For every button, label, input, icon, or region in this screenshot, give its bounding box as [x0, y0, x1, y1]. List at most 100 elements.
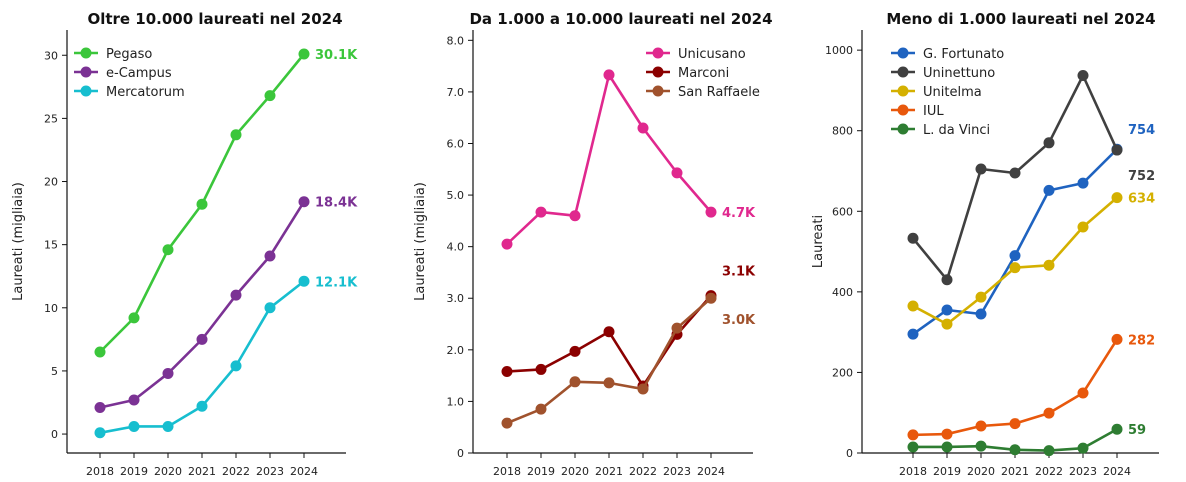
data-point: [94, 427, 106, 439]
data-point: [298, 196, 310, 208]
data-point: [1111, 144, 1123, 156]
data-point: [128, 394, 140, 406]
x-tick-label: 2020: [154, 465, 182, 478]
x-tick-label: 2019: [527, 465, 555, 478]
legend-label: Pegaso: [106, 47, 152, 62]
data-point: [230, 129, 242, 141]
y-tick-label: 20: [44, 176, 58, 189]
end-value-label: 59: [1128, 423, 1146, 438]
data-point: [264, 302, 276, 314]
end-value-label: 30.1K: [315, 48, 358, 63]
data-point: [501, 238, 513, 250]
legend-entry: Unitelma: [891, 85, 982, 100]
data-point: [705, 292, 717, 304]
data-point: [1111, 192, 1123, 204]
series-marconi: 3.1K: [501, 265, 756, 392]
data-point: [128, 420, 140, 432]
legend-entry: Uninettuno: [891, 66, 995, 81]
data-point: [1043, 184, 1055, 196]
end-value-label: 3.1K: [722, 265, 756, 280]
end-value-label: 752: [1128, 169, 1155, 184]
legend-entry: e-Campus: [74, 66, 172, 81]
series-e-campus: 18.4K: [94, 196, 358, 414]
data-point: [535, 206, 547, 218]
chart-title: Da 1.000 a 10.000 laureati nel 2024: [469, 10, 772, 28]
data-point: [264, 90, 276, 102]
data-point: [1043, 137, 1055, 149]
data-point: [162, 244, 174, 256]
y-tick-label: 30: [44, 49, 58, 62]
data-point: [975, 163, 987, 175]
legend-entry: Mercatorum: [74, 85, 185, 100]
data-point: [162, 367, 174, 379]
data-point: [637, 383, 649, 395]
series-uninettuno: 752: [907, 70, 1155, 286]
data-point: [230, 360, 242, 372]
data-point: [907, 300, 919, 312]
data-point: [941, 274, 953, 286]
data-point: [603, 69, 615, 81]
data-point: [941, 318, 953, 330]
x-tick-label: 2024: [290, 465, 318, 478]
x-tick-label: 2023: [256, 465, 284, 478]
x-tick-label: 2021: [1001, 465, 1029, 478]
series-line: [506, 297, 712, 425]
data-point: [1077, 387, 1089, 399]
data-point: [1111, 423, 1123, 435]
legend-marker: [652, 85, 664, 97]
legend-label: e-Campus: [106, 66, 172, 81]
end-value-label: 4.7K: [722, 206, 756, 221]
data-point: [907, 328, 919, 340]
data-point: [298, 48, 310, 60]
legend-label: Uninettuno: [923, 66, 995, 81]
y-axis-label: Laureati (migliaia): [11, 182, 26, 301]
legend-marker: [897, 66, 909, 78]
data-point: [671, 322, 683, 334]
x-tick-label: 2023: [663, 465, 691, 478]
y-tick-label: 3.0: [447, 292, 465, 305]
data-point: [128, 312, 140, 324]
y-tick-label: 2.0: [447, 344, 465, 357]
data-point: [941, 441, 953, 453]
legend-entry: Unicusano: [646, 47, 746, 62]
legend-marker: [897, 47, 909, 59]
legend-entry: G. Fortunato: [891, 47, 1004, 62]
series-mercatorum: 12.1K: [94, 275, 358, 439]
y-tick-label: 25: [44, 112, 58, 125]
legend-marker: [652, 47, 664, 59]
x-tick-label: 2022: [629, 465, 657, 478]
x-tick-label: 2021: [595, 465, 623, 478]
y-tick-label: 7.0: [447, 86, 465, 99]
y-tick-label: 800: [832, 125, 853, 138]
chart-title: Oltre 10.000 laureati nel 2024: [87, 10, 342, 28]
data-point: [535, 363, 547, 375]
legend-marker: [80, 66, 92, 78]
legend-entry: San Raffaele: [646, 85, 760, 100]
x-tick-label: 2018: [899, 465, 927, 478]
x-tick-label: 2023: [1069, 465, 1097, 478]
data-point: [535, 403, 547, 415]
y-tick-label: 0: [457, 447, 464, 460]
x-tick-label: 2018: [493, 465, 521, 478]
data-point: [941, 428, 953, 440]
data-point: [1009, 167, 1021, 179]
data-point: [1043, 407, 1055, 419]
series-l-da-vinci: 59: [907, 423, 1146, 457]
end-value-label: 3.0K: [722, 313, 756, 328]
y-tick-label: 10: [44, 302, 58, 315]
data-point: [1009, 444, 1021, 456]
y-tick-label: 400: [832, 286, 853, 299]
legend-label: Unitelma: [923, 85, 982, 100]
y-axis-label: Laureati: [811, 215, 826, 268]
chart-panel-1: Oltre 10.000 laureati nel 2024 0 5 10 15 20 25…: [11, 10, 358, 478]
legend-entry: L. da Vinci: [891, 123, 990, 138]
data-point: [907, 441, 919, 453]
data-point: [264, 250, 276, 262]
chart-panel-2: Da 1.000 a 10.000 laureati nel 2024 0 1.0 2…: [413, 10, 773, 478]
data-point: [1077, 70, 1089, 82]
data-point: [975, 420, 987, 432]
legend-entry: Pegaso: [74, 47, 152, 62]
legend-entry: Marconi: [646, 66, 729, 81]
data-point: [501, 417, 513, 429]
series-pegaso: 30.1K: [94, 48, 358, 358]
